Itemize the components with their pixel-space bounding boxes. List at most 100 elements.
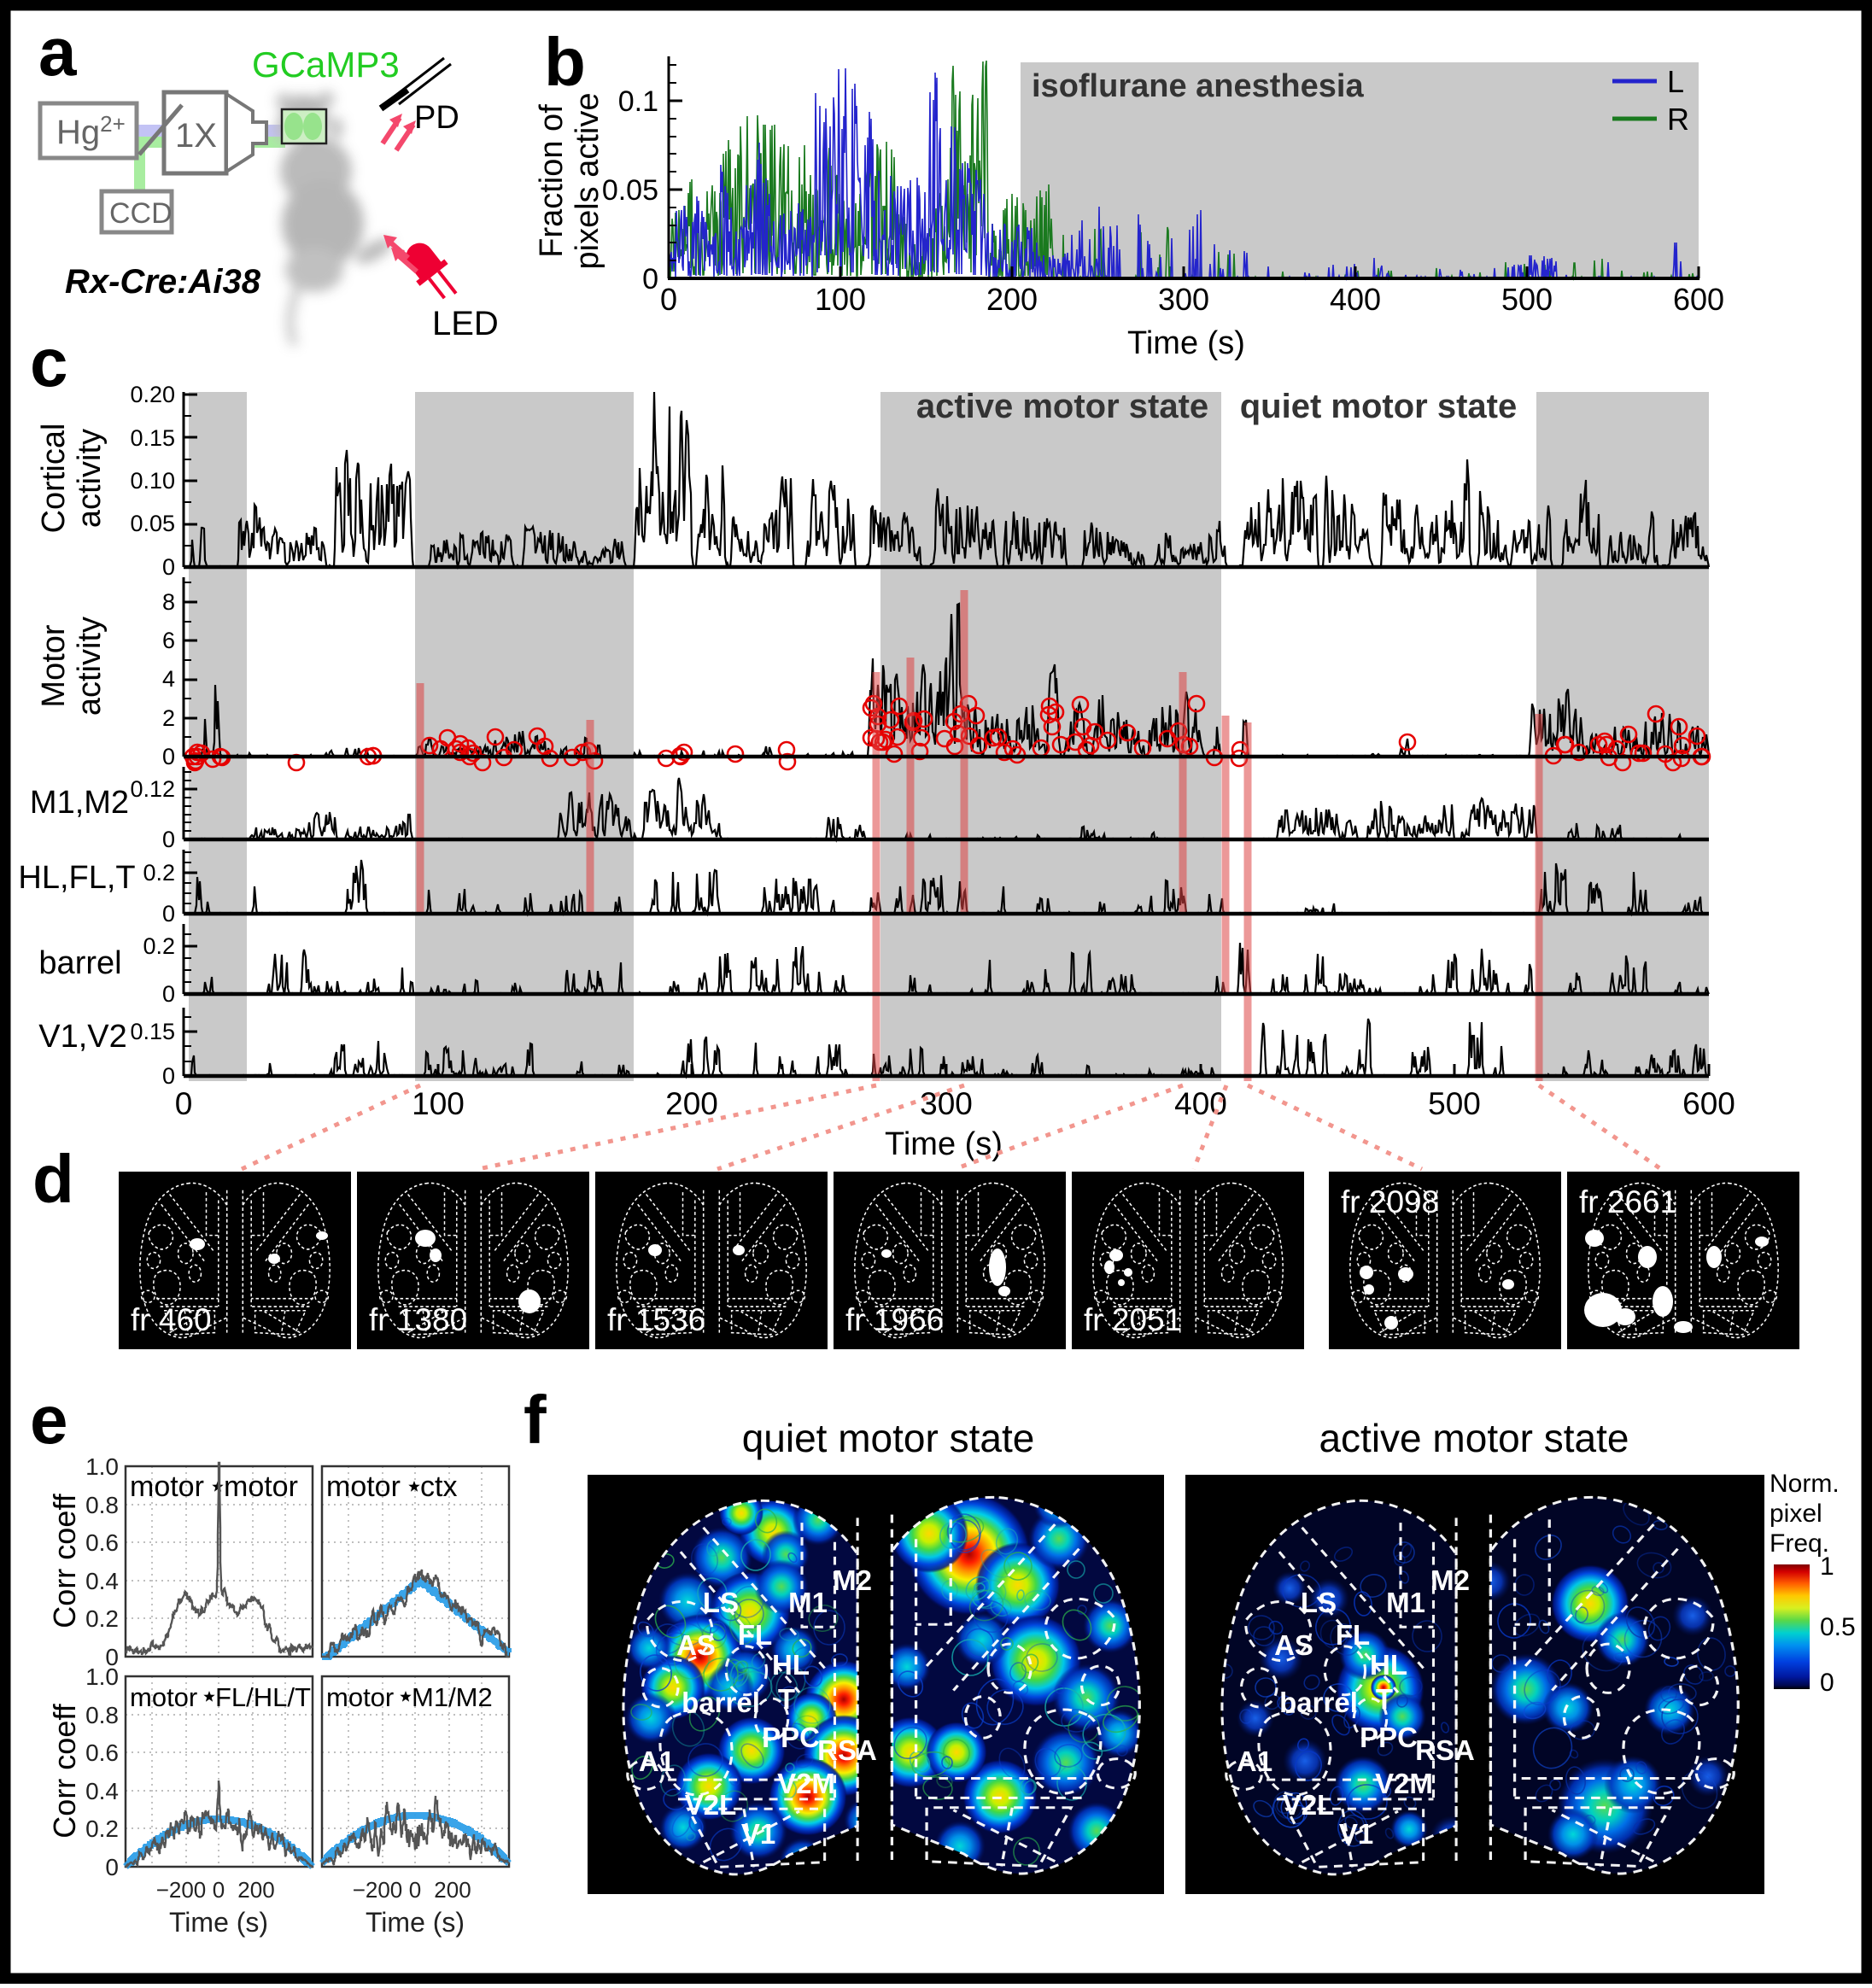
svg-text:−200: −200 [353, 1877, 403, 1903]
svg-text:0.12: 0.12 [130, 776, 175, 802]
svg-text:100: 100 [815, 282, 866, 317]
svg-text:Freq.: Freq. [1770, 1529, 1829, 1558]
svg-text:motor: motor [130, 1471, 204, 1503]
svg-text:0: 0 [642, 263, 658, 295]
svg-text:PPC: PPC [1360, 1722, 1418, 1753]
svg-text:100: 100 [412, 1086, 465, 1121]
svg-text:0.05: 0.05 [602, 174, 658, 207]
svg-text:500: 500 [1501, 282, 1553, 317]
svg-text:0: 0 [162, 554, 175, 580]
svg-text:activity: activity [72, 617, 108, 716]
svg-text:V1: V1 [741, 1818, 775, 1850]
svg-text:quiet motor state: quiet motor state [1240, 388, 1517, 425]
svg-text:0: 0 [213, 1877, 225, 1903]
svg-text:Corr coeff: Corr coeff [47, 1703, 82, 1838]
svg-text:300: 300 [1158, 282, 1209, 317]
svg-text:LS: LS [703, 1587, 739, 1618]
svg-text:fr 1536: fr 1536 [607, 1302, 705, 1337]
svg-text:activity: activity [72, 429, 108, 528]
svg-text:e: e [30, 1382, 68, 1458]
svg-text:AS: AS [676, 1629, 716, 1661]
svg-text:fr 1380: fr 1380 [369, 1302, 467, 1337]
svg-text:0: 0 [1820, 1669, 1834, 1697]
svg-text:PD: PD [414, 100, 459, 136]
svg-text:200: 200 [665, 1086, 718, 1121]
svg-text:0.6: 0.6 [85, 1529, 119, 1556]
svg-text:fr 1966: fr 1966 [845, 1302, 944, 1337]
svg-text:1: 1 [1820, 1552, 1834, 1581]
svg-text:L: L [1667, 64, 1684, 99]
svg-text:active motor state: active motor state [916, 388, 1208, 425]
svg-text:0.15: 0.15 [130, 425, 175, 451]
svg-text:motor: motor [130, 1682, 197, 1712]
svg-text:V2M: V2M [1375, 1768, 1433, 1799]
svg-text:0: 0 [162, 901, 175, 927]
svg-text:Rx-Cre:Ai38: Rx-Cre:Ai38 [65, 263, 261, 301]
svg-text:0.8: 0.8 [85, 1702, 119, 1728]
svg-text:fr 2098: fr 2098 [1341, 1184, 1439, 1219]
svg-text:PPC: PPC [762, 1722, 820, 1753]
svg-text:400: 400 [1330, 282, 1381, 317]
svg-text:8: 8 [162, 589, 175, 615]
svg-text:M2: M2 [1430, 1564, 1470, 1596]
svg-text:motor: motor [326, 1471, 401, 1503]
svg-text:200: 200 [434, 1877, 471, 1903]
svg-text:fr 460: fr 460 [131, 1302, 212, 1337]
svg-text:400: 400 [1174, 1086, 1227, 1121]
svg-text:0.20: 0.20 [130, 382, 175, 407]
svg-text:4: 4 [162, 666, 175, 692]
svg-text:pixels active: pixels active [570, 93, 605, 270]
svg-text:RSA: RSA [1415, 1734, 1475, 1766]
svg-text:R: R [1667, 102, 1689, 137]
svg-text:HL: HL [772, 1649, 810, 1681]
svg-text:M1: M1 [1386, 1587, 1425, 1618]
svg-text:1.0: 1.0 [85, 1453, 119, 1480]
svg-text:0: 0 [162, 1063, 175, 1089]
svg-text:V2L: V2L [685, 1789, 737, 1821]
svg-text:600: 600 [1673, 282, 1724, 317]
svg-text:fr 2051: fr 2051 [1084, 1302, 1182, 1337]
svg-text:200: 200 [237, 1877, 274, 1903]
svg-text:0: 0 [105, 1644, 119, 1670]
svg-text:barrel: barrel [38, 945, 121, 981]
svg-text:0.2: 0.2 [85, 1816, 119, 1842]
svg-text:Cortical: Cortical [36, 424, 72, 534]
svg-text:0: 0 [409, 1877, 421, 1903]
svg-text:motor: motor [224, 1471, 298, 1503]
svg-text:0.5: 0.5 [1820, 1613, 1856, 1641]
svg-text:600: 600 [1682, 1086, 1735, 1121]
svg-text:0.4: 0.4 [85, 1778, 119, 1804]
svg-text:LED: LED [432, 305, 499, 342]
svg-text:0: 0 [162, 981, 175, 1007]
svg-text:0.2: 0.2 [143, 860, 175, 886]
svg-text:CCD: CCD [109, 197, 173, 230]
svg-text:RSA: RSA [817, 1734, 877, 1766]
svg-text:motor: motor [326, 1682, 394, 1712]
svg-text:V1: V1 [1339, 1818, 1373, 1850]
svg-text:b: b [544, 24, 586, 100]
svg-text:pixel: pixel [1770, 1500, 1822, 1528]
svg-text:HL: HL [1370, 1649, 1407, 1681]
svg-text:Time (s): Time (s) [1127, 325, 1245, 361]
svg-text:Fraction of: Fraction of [534, 104, 570, 258]
svg-text:c: c [30, 325, 68, 401]
svg-text:M2: M2 [833, 1564, 872, 1596]
svg-text:barrel: barrel [1279, 1687, 1358, 1718]
svg-text:0.1: 0.1 [618, 85, 658, 118]
svg-text:0.6: 0.6 [85, 1740, 119, 1766]
svg-text:0: 0 [162, 744, 175, 769]
svg-text:Motor: Motor [36, 624, 72, 707]
svg-text:6: 6 [162, 628, 175, 653]
svg-text:f: f [524, 1382, 547, 1458]
svg-text:0.8: 0.8 [85, 1492, 119, 1518]
svg-text:0.05: 0.05 [130, 511, 175, 536]
svg-text:1X: 1X [175, 117, 217, 155]
svg-text:Time (s): Time (s) [885, 1126, 1003, 1162]
svg-text:M1,M2: M1,M2 [30, 785, 129, 821]
svg-text:T: T [1376, 1683, 1393, 1715]
svg-text:−200: −200 [156, 1877, 207, 1903]
svg-text:AS: AS [1274, 1629, 1313, 1661]
svg-text:0: 0 [105, 1854, 119, 1880]
svg-text:active motor state: active motor state [1319, 1416, 1629, 1460]
svg-text:d: d [32, 1141, 74, 1217]
